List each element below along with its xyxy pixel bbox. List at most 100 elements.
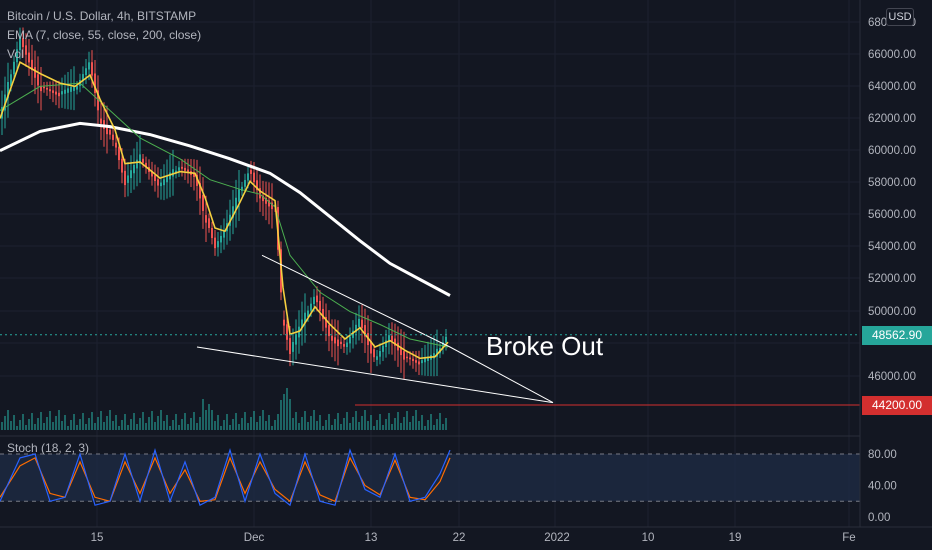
candle-body	[355, 324, 357, 333]
volume-bar	[382, 425, 384, 430]
candle-body	[19, 36, 21, 51]
stoch-legend[interactable]: Stoch (18, 2, 3)	[7, 441, 90, 455]
candle-body	[85, 68, 87, 75]
volume-bar	[415, 410, 417, 430]
candle-body	[349, 336, 351, 344]
candle-body	[313, 296, 315, 305]
candle-body	[166, 175, 168, 183]
currency-button[interactable]: USD	[886, 8, 914, 26]
volume-bar	[208, 404, 210, 430]
volume-bar	[58, 410, 60, 430]
volume-bar	[271, 426, 273, 430]
volume-bar	[334, 419, 336, 430]
volume-bar	[322, 426, 324, 430]
volume-bar	[55, 416, 57, 430]
candle-body	[370, 341, 372, 354]
volume-bar	[10, 421, 12, 430]
volume-bar	[292, 418, 294, 430]
volume-bar	[304, 411, 306, 430]
ema-legend[interactable]: EMA (7, close, 55, close, 200, close)	[7, 28, 202, 42]
candle-body	[442, 342, 444, 349]
candle-body	[361, 319, 363, 329]
volume-bar	[295, 412, 297, 430]
candle-body	[400, 346, 402, 356]
volume-bar	[130, 419, 132, 430]
candle-body	[112, 134, 114, 140]
price-axis[interactable]: 68000.0066000.0064000.0062000.0060000.00…	[868, 17, 916, 383]
volume-bar	[406, 411, 408, 430]
stoch-tick-label: 40.00	[868, 481, 897, 493]
volume-bar	[316, 421, 318, 430]
candle-body	[97, 90, 99, 111]
candle-body	[73, 85, 75, 91]
volume-bar	[307, 422, 309, 430]
candle-body	[232, 206, 234, 218]
volume-bar	[22, 414, 24, 430]
candle-body	[325, 317, 327, 328]
volume-bar	[289, 399, 291, 430]
volume-bar	[133, 413, 135, 430]
candle-body	[376, 356, 378, 360]
volume-bar	[223, 420, 225, 430]
volume-bar	[190, 418, 192, 430]
candle-body	[415, 360, 417, 363]
volume-bar	[268, 415, 270, 430]
volume-bar	[328, 414, 330, 430]
volume-bar	[70, 420, 72, 430]
volume-bar	[43, 423, 45, 430]
candle-body	[283, 319, 285, 326]
symbol-title[interactable]: Bitcoin / U.S. Dollar, 4h, BITSTAMP	[7, 9, 197, 23]
volume-bar	[310, 416, 312, 430]
candle-body	[157, 179, 159, 186]
volume-bars	[1, 388, 447, 430]
candle-body	[58, 92, 60, 97]
volume-bar	[343, 418, 345, 430]
price-tick-label: 62000.00	[868, 113, 916, 125]
support-price-tag: 44200.00	[862, 395, 932, 415]
candle-body	[43, 86, 45, 89]
volume-bar	[286, 388, 288, 430]
volume-bar	[7, 410, 9, 430]
candle-body	[316, 295, 318, 303]
time-axis[interactable]: 15 Dec 13 22 2022 10 19 Fe	[91, 532, 856, 544]
volume-bar	[124, 414, 126, 430]
candle-body	[391, 335, 393, 342]
volume-bar	[103, 422, 105, 430]
volume-bar	[67, 426, 69, 430]
volume-bar	[379, 414, 381, 430]
candle-body	[28, 52, 30, 63]
candle-body	[199, 182, 201, 199]
volume-bar	[403, 417, 405, 430]
volume-bar	[121, 420, 123, 430]
candle-body	[352, 330, 354, 338]
candle-body	[364, 325, 366, 337]
candle-body	[295, 334, 297, 345]
candle-body	[127, 175, 129, 183]
candle-body	[91, 62, 93, 76]
candle-body	[100, 118, 102, 124]
volume-bar	[178, 425, 180, 430]
volume-bar	[172, 420, 174, 430]
current-price-tag: 48562.90	[862, 325, 932, 345]
volume-bar	[361, 416, 363, 430]
volume-bar	[151, 411, 153, 430]
volume-bar	[301, 417, 303, 430]
volume-bar	[349, 423, 351, 430]
candle-body	[379, 350, 381, 357]
candle-body	[13, 61, 15, 75]
time-tick-label: 13	[365, 532, 378, 544]
volume-bar	[253, 411, 255, 430]
candle-body	[265, 198, 267, 204]
candle-body	[214, 237, 216, 249]
candle-body	[427, 356, 429, 361]
candle-body	[154, 175, 156, 182]
volume-legend[interactable]: Vol	[7, 47, 24, 61]
volume-bar	[364, 410, 366, 430]
candle-body	[178, 167, 180, 171]
volume-bar	[19, 420, 21, 430]
candle-body	[34, 67, 36, 78]
volume-bar	[235, 413, 237, 430]
volume-bar	[445, 418, 447, 430]
candle-body	[208, 218, 210, 228]
